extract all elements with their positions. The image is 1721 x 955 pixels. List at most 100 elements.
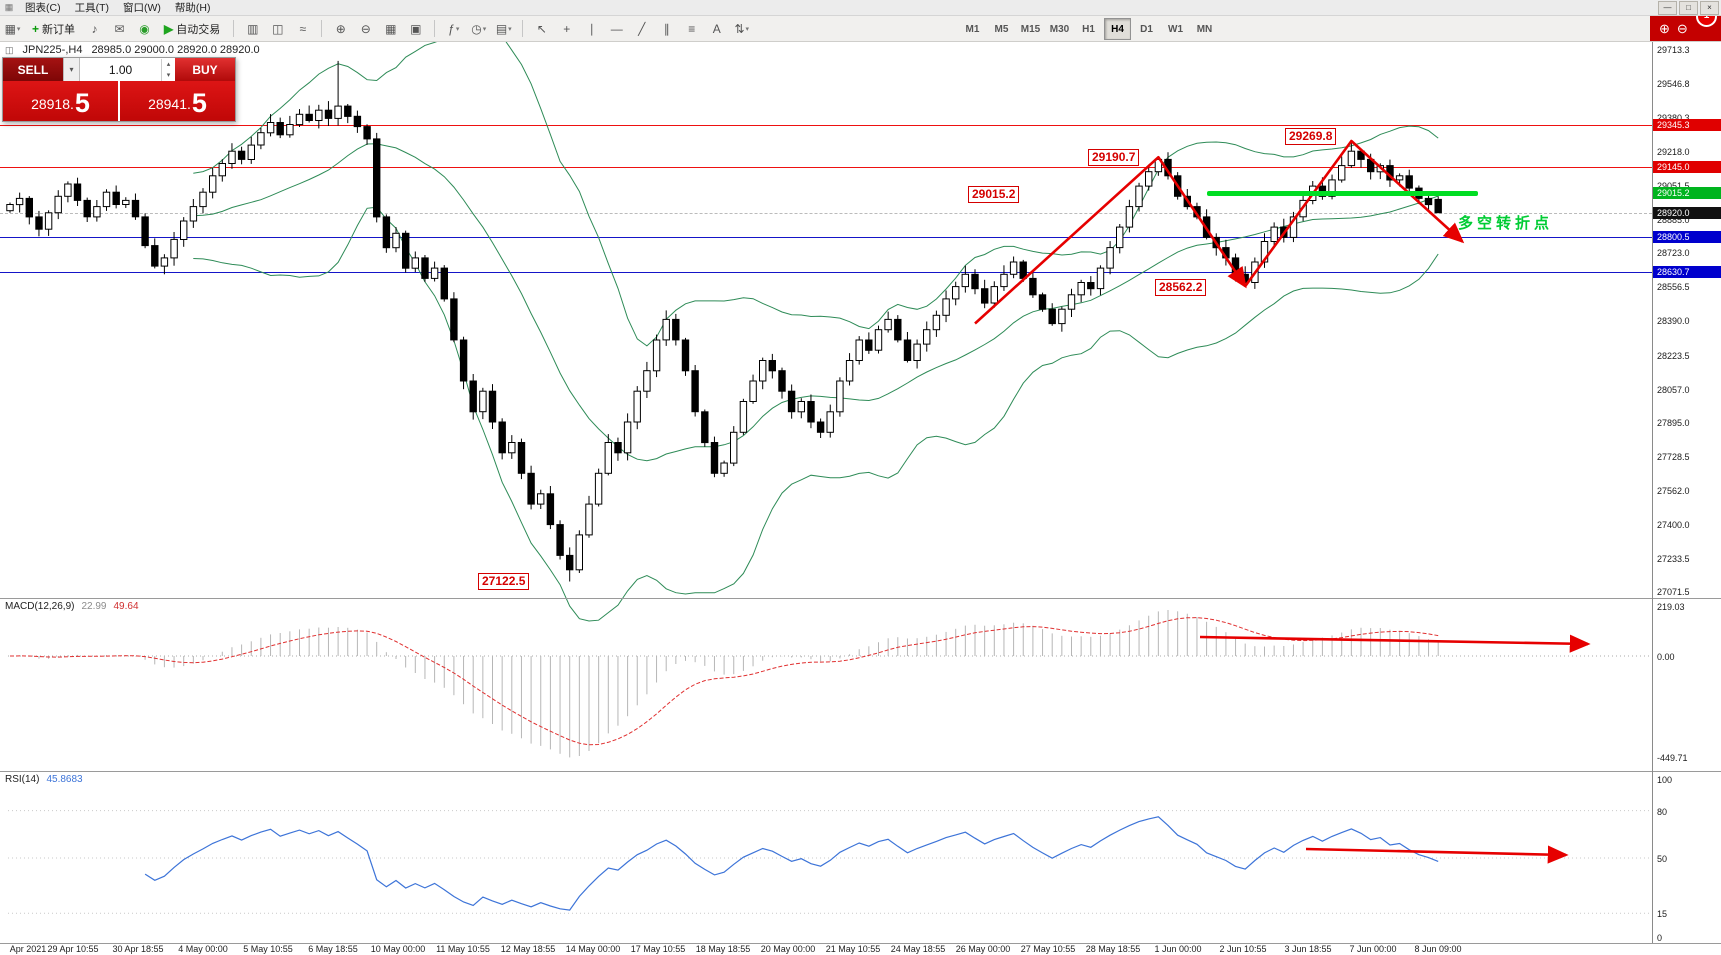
menu-item[interactable]: 图表(C): [25, 2, 61, 14]
macd-axis-label: 0.00: [1657, 652, 1675, 662]
toolbar-separator: [434, 20, 436, 37]
timeframe-button-H4[interactable]: H4: [1104, 18, 1131, 40]
sell-price[interactable]: 28918. 5: [3, 81, 118, 121]
chevron-down-icon: ▾: [455, 25, 460, 33]
horizontal-line[interactable]: [0, 125, 1652, 127]
community-icon[interactable]: ◉: [139, 21, 150, 36]
turning-point-annotation[interactable]: 多空转折点: [1458, 215, 1554, 232]
timeframe-button-H1[interactable]: H1: [1082, 23, 1095, 35]
buy-button[interactable]: BUY: [175, 58, 235, 81]
timeframe-button-MN[interactable]: MN: [1196, 23, 1213, 35]
rsi-trend-arrow[interactable]: [1305, 845, 1569, 864]
trend-arrow-up[interactable]: [1244, 139, 1465, 287]
date-label: 17 May 10:55: [630, 944, 686, 954]
spinner-up-icon[interactable]: ▴: [166, 60, 171, 68]
time-axis[interactable]: Apr 2021 29 Apr 10:55 30 Apr 18:55 4 May 00…: [0, 944, 1721, 955]
price-tick: 27895.0: [1657, 418, 1690, 429]
price-tick: 29713.3: [1657, 45, 1690, 55]
menu-item[interactable]: 工具(T): [74, 2, 109, 14]
chevron-down-icon: ▾: [16, 25, 21, 33]
menu-item[interactable]: 帮助(H): [174, 2, 211, 14]
autotrading-label: 自动交易: [176, 23, 221, 36]
indicators-button[interactable]: ƒ ▾: [448, 21, 460, 36]
price-annotation[interactable]: 29015.2: [968, 186, 1020, 203]
candle-body: [1106, 247, 1114, 269]
volume-input[interactable]: 1.00 ▴ ▾: [80, 58, 175, 81]
candle-body: [836, 380, 844, 413]
panel-separator[interactable]: [0, 598, 1721, 599]
timeframe-button-M30[interactable]: M30: [1049, 23, 1070, 35]
candle-body: [662, 318, 670, 341]
price-annotation[interactable]: 27122.5: [478, 573, 530, 590]
restore-button[interactable]: □: [1679, 1, 1698, 15]
pivot-green-line[interactable]: [1206, 191, 1479, 197]
magnifier-minus-icon[interactable]: ⊖: [1676, 20, 1688, 36]
new-order-button[interactable]: + 新订单: [26, 17, 81, 40]
bar-chart-button[interactable]: ▥: [247, 21, 259, 36]
zoom-in-button[interactable]: ⊕: [335, 21, 346, 36]
sound-icon[interactable]: ♪: [91, 21, 98, 36]
macd-indicator-label: MACD(12,26,9) 22.99 49.64: [5, 601, 139, 612]
candle-body: [1183, 195, 1191, 208]
candle-body: [566, 554, 574, 571]
channel-button[interactable]: ∥: [663, 21, 670, 36]
timeframe-button-D1[interactable]: D1: [1140, 23, 1153, 35]
vertical-line-button[interactable]: ∣: [588, 21, 595, 36]
periods-button[interactable]: ◷ ▾: [471, 21, 487, 36]
candle-body: [257, 132, 265, 146]
price-annotation[interactable]: 28562.2: [1155, 279, 1207, 296]
trendline-button[interactable]: ╱: [638, 21, 646, 36]
line-chart-button[interactable]: ≈: [299, 21, 307, 36]
price-annotation[interactable]: 29190.7: [1088, 149, 1140, 166]
timeframe-button-M5[interactable]: M5: [994, 23, 1009, 35]
price-tick: 28057.0: [1657, 384, 1690, 395]
price-tick: 29546.8: [1657, 79, 1690, 90]
new-chart-button[interactable]: ▦ ▾: [4, 21, 21, 36]
candlestick-chart-button[interactable]: ◫: [272, 21, 284, 36]
rsi-name: RSI(14): [5, 774, 40, 785]
cascade-windows-button[interactable]: ▣: [410, 21, 422, 36]
mail-icon[interactable]: ✉: [114, 21, 125, 36]
horizontal-line[interactable]: [0, 272, 1652, 274]
timeframe-button-W1[interactable]: W1: [1168, 23, 1183, 35]
sell-price-frac: 5: [74, 88, 90, 118]
buy-price[interactable]: 28941. 5: [120, 81, 235, 121]
candle-body: [498, 421, 506, 454]
arrows-button[interactable]: ⇅ ▾: [734, 21, 750, 36]
candle-body: [392, 232, 400, 249]
text-button[interactable]: A: [712, 21, 721, 36]
panel-separator[interactable]: [0, 771, 1721, 772]
tile-windows-button[interactable]: ▦: [385, 21, 397, 36]
sell-button[interactable]: SELL: [3, 58, 63, 81]
candle-body: [614, 442, 622, 454]
magnifier-plus-icon[interactable]: ⊕: [1659, 20, 1670, 36]
timeframe-button-M15[interactable]: M15: [1020, 23, 1041, 35]
crosshair-button[interactable]: +: [563, 21, 571, 36]
zoom-out-button[interactable]: ⊖: [360, 21, 371, 36]
timeframe-button-M1[interactable]: M1: [965, 23, 980, 35]
price-annotation[interactable]: 29269.8: [1285, 128, 1337, 145]
volume-spinner[interactable]: ▴ ▾: [161, 58, 175, 81]
cursor-button[interactable]: ↖: [536, 21, 547, 36]
templates-button[interactable]: ▤ ▾: [495, 21, 512, 36]
spinner-down-icon[interactable]: ▾: [166, 71, 171, 79]
date-label: 10 May 00:00: [370, 944, 426, 954]
candle-body: [1328, 179, 1336, 197]
horizontal-line[interactable]: [0, 237, 1652, 239]
horizontal-line[interactable]: [0, 166, 1652, 168]
candle-body: [527, 472, 535, 505]
sell-price-main: 28918.: [31, 96, 74, 112]
autotrading-button[interactable]: ▶ 自动交易: [158, 17, 226, 40]
trend-arrow-down[interactable]: [974, 155, 1247, 325]
macd-trend-arrow[interactable]: [1199, 634, 1591, 653]
toolbar-separator: [233, 20, 235, 37]
horizontal-line-button[interactable]: —: [610, 21, 623, 36]
rsi-axis-label: 50: [1657, 854, 1668, 864]
trade-mode-dropdown[interactable]: ▾: [63, 58, 80, 81]
price-axis[interactable]: 29713.3 29546.8 29380.3 29218.0 29051.5 28885…: [1652, 0, 1721, 955]
menu-item[interactable]: 窗口(W): [123, 2, 161, 14]
minimize-button[interactable]: —: [1658, 1, 1677, 15]
close-button[interactable]: ×: [1700, 1, 1719, 15]
fibonacci-button[interactable]: ≡: [688, 21, 696, 36]
